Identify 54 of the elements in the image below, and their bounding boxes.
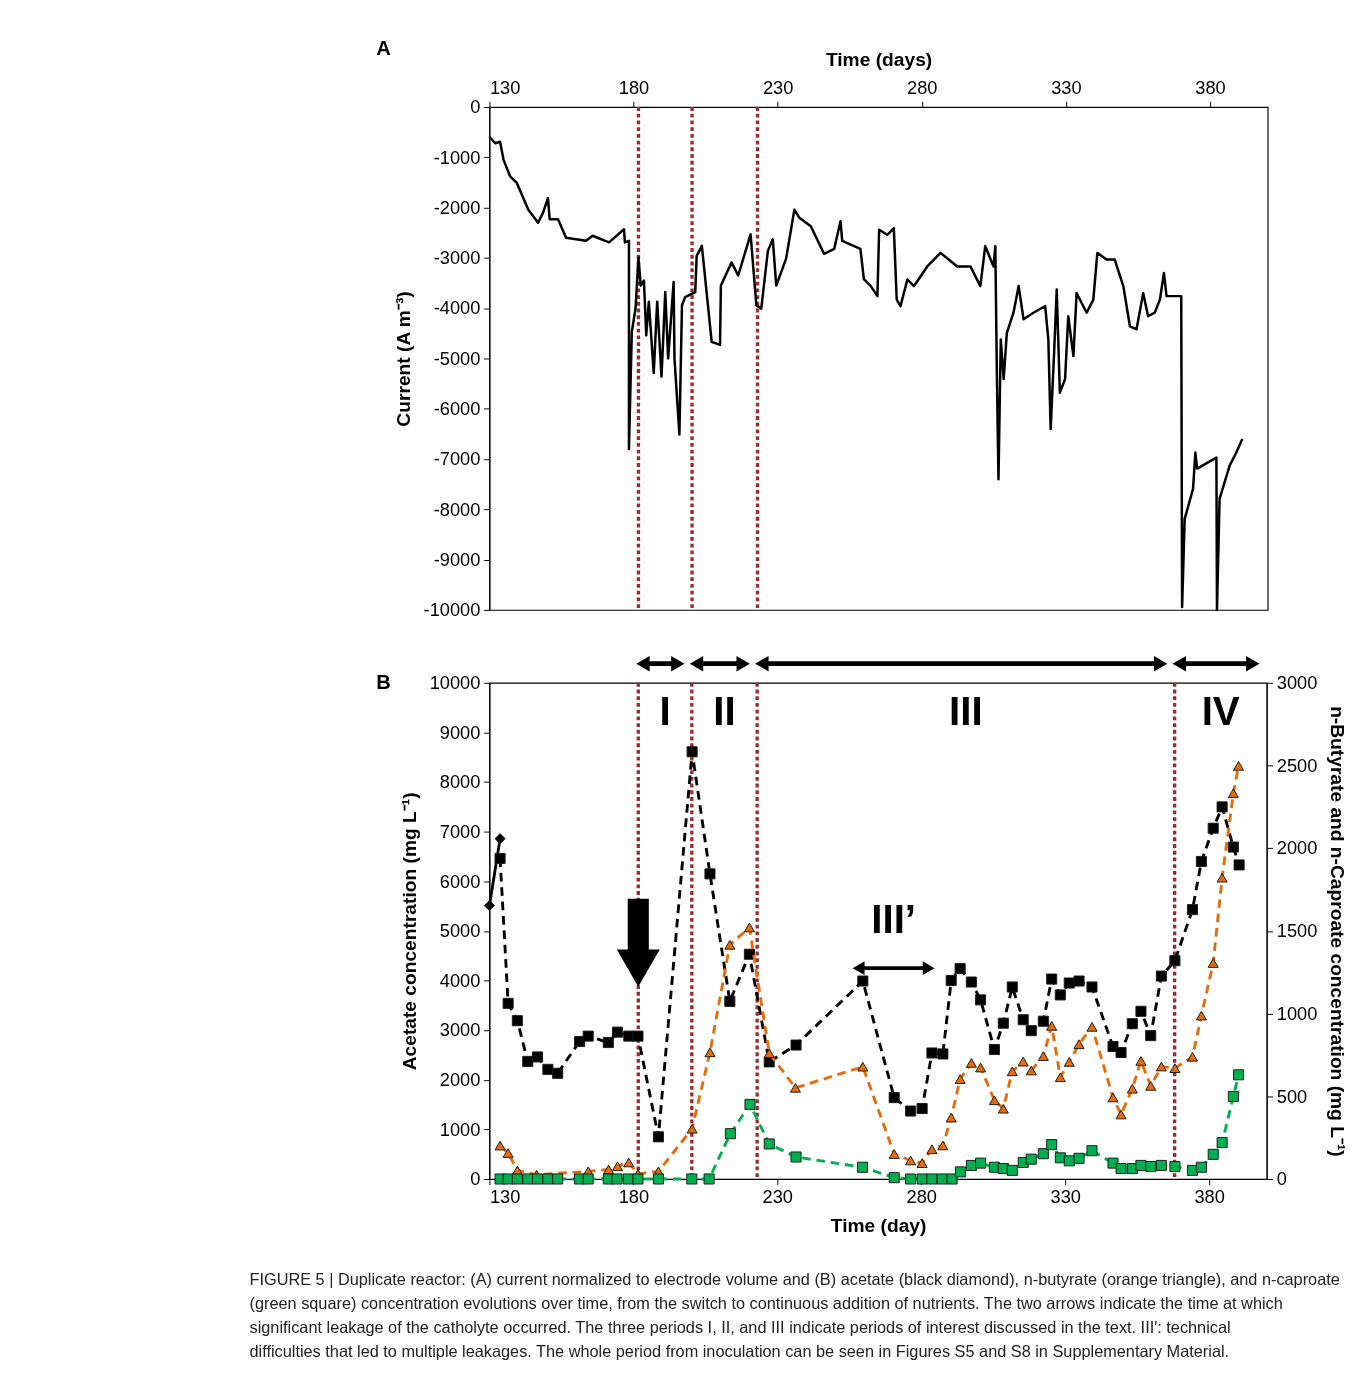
y-tick-label: 8000: [439, 771, 481, 793]
y-tick-label: -9000: [433, 548, 481, 570]
y2-tick-label: 2500: [1276, 754, 1318, 776]
x-tick-label: 180: [618, 1186, 650, 1208]
y-tick-label: 2000: [439, 1069, 481, 1090]
y2-tick-label: 1500: [1276, 920, 1318, 942]
y2-tick-label: 0: [1276, 1168, 1287, 1190]
annotation: I: [659, 689, 671, 735]
annotation: III: [949, 689, 983, 735]
annotation: II: [713, 689, 736, 735]
y-tick-label: 4000: [439, 969, 481, 991]
y-tick-label: 5000: [439, 920, 481, 942]
y-tick-label: 1000: [439, 1118, 481, 1140]
x-tick-label: 180: [618, 77, 650, 99]
y-tick-label: -6000: [433, 398, 481, 420]
annotation: IV: [1201, 689, 1240, 735]
x-tick-label: 380: [1195, 77, 1226, 99]
y2-tick-label: 1000: [1276, 1002, 1318, 1024]
x-axis-title: Time (days): [825, 49, 933, 71]
y-tick-label: -1000: [433, 146, 481, 168]
chart-title: A: [376, 37, 392, 60]
y-tick-label: -8000: [433, 498, 481, 520]
y2-tick-label: 500: [1276, 1085, 1308, 1107]
y-axis-title: Current (A m⁻³): [393, 291, 415, 427]
y-tick-label: -3000: [433, 247, 481, 269]
y-tick-label: 6000: [439, 870, 481, 892]
y-tick-label: 3000: [439, 1019, 481, 1041]
y-tick-label: -2000: [433, 196, 481, 218]
chart-title: B: [376, 670, 391, 693]
x-tick-label: 330: [1051, 77, 1082, 99]
y-axis-title: Acetate concentration (mg L⁻¹): [399, 792, 421, 1071]
y-tick-label: -4000: [433, 297, 481, 319]
y-tick-label: -7000: [433, 448, 481, 470]
x-tick-label: 230: [762, 1186, 794, 1208]
x-tick-label: 330: [1050, 1186, 1081, 1208]
x-tick-label: 380: [1194, 1186, 1225, 1208]
y-tick-label: 0: [470, 1168, 481, 1190]
x-tick-label: 130: [489, 77, 521, 99]
y2-tick-label: 2000: [1276, 837, 1318, 859]
x-tick-label: 130: [489, 1186, 521, 1208]
annotation: III’: [871, 897, 917, 943]
y-tick-label: -5000: [433, 347, 481, 369]
x-tick-label: 230: [762, 77, 794, 99]
y-tick-label: -10000: [423, 599, 481, 621]
y-tick-label: 9000: [439, 721, 481, 743]
y-tick-label: 0: [470, 96, 481, 118]
y-tick-label: 10000: [429, 672, 481, 694]
y2-axis-title: n-Butyrate and n-Caproate concentration (mg L⁻¹): [1326, 706, 1348, 1157]
x-tick-label: 280: [906, 1186, 937, 1208]
y-tick-label: 7000: [439, 820, 481, 842]
y2-tick-label: 3000: [1276, 672, 1318, 694]
x-axis-title: Time (day): [830, 1215, 927, 1237]
x-tick-label: 280: [907, 77, 938, 99]
caption: FIGURE 5 | Duplicate reactor: (A) current normalized to electrode volume and (B) acetate (black diamond), n-butyrate (orange triangle), and n-caproate (green square) concentration evolutions over time, from the switch to continuous addition of nutrients. The two arrows indicate the time at which significant leakage of the catholyte occurred. The three periods I, II, and III indicate periods of interest discussed in the text. III′: technical difficulties that led to multiple leakages. The whole period from inoculation can be seen in Figures S5 and S8 in Supplementary Material.: [249, 1269, 1340, 1360]
